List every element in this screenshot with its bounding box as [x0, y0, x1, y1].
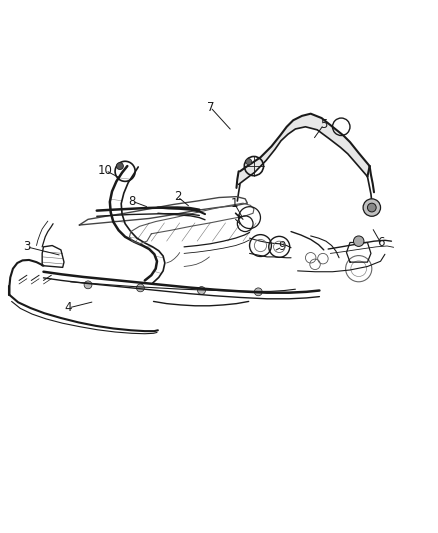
- Circle shape: [367, 203, 376, 212]
- Text: 10: 10: [98, 164, 113, 177]
- Text: 6: 6: [377, 236, 384, 249]
- Circle shape: [254, 288, 262, 296]
- Circle shape: [198, 287, 205, 294]
- Text: 4: 4: [65, 302, 72, 314]
- Circle shape: [363, 199, 381, 216]
- Circle shape: [84, 281, 92, 289]
- Text: 9: 9: [279, 240, 286, 253]
- Circle shape: [137, 284, 145, 292]
- Text: 3: 3: [23, 240, 31, 253]
- Text: 7: 7: [207, 101, 214, 114]
- Circle shape: [353, 236, 364, 246]
- Text: 2: 2: [174, 190, 181, 203]
- Text: 5: 5: [320, 118, 328, 131]
- Circle shape: [246, 159, 252, 165]
- Circle shape: [117, 163, 124, 169]
- Text: 8: 8: [128, 195, 135, 207]
- Text: 1: 1: [230, 197, 238, 209]
- Polygon shape: [239, 114, 370, 184]
